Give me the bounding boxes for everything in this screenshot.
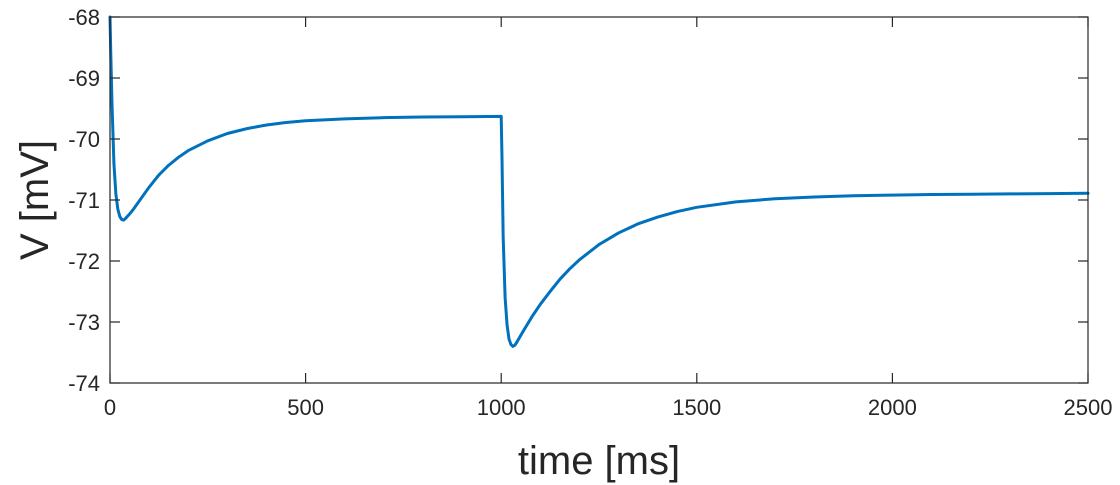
y-tick-label: -69: [68, 66, 100, 91]
x-tick-label: 1500: [672, 395, 721, 420]
y-tick-label: -68: [68, 5, 100, 30]
y-tick-label: -71: [68, 188, 100, 213]
x-tick-label: 500: [287, 395, 324, 420]
y-tick-label: -70: [68, 127, 100, 152]
series-layer: [108, 15, 1090, 348]
x-tick-label: 2000: [868, 395, 917, 420]
x-tick-label: 0: [104, 395, 116, 420]
y-tick-label: -73: [68, 310, 100, 335]
x-tick-label: 2500: [1064, 395, 1113, 420]
y-axis-label: V [mV]: [13, 140, 57, 260]
plot-area: [110, 17, 1088, 383]
ticks-layer: 0 500 1000 1500 2000 2500 -74 -73 -72 -71 -70 -69 -6…: [68, 5, 1112, 420]
x-axis-label: time [ms]: [518, 439, 680, 483]
x-tick-label: 1000: [477, 395, 526, 420]
y-tick-label: -72: [68, 249, 100, 274]
series-line-0: [108, 15, 1090, 348]
y-tick-label: -74: [68, 371, 100, 396]
